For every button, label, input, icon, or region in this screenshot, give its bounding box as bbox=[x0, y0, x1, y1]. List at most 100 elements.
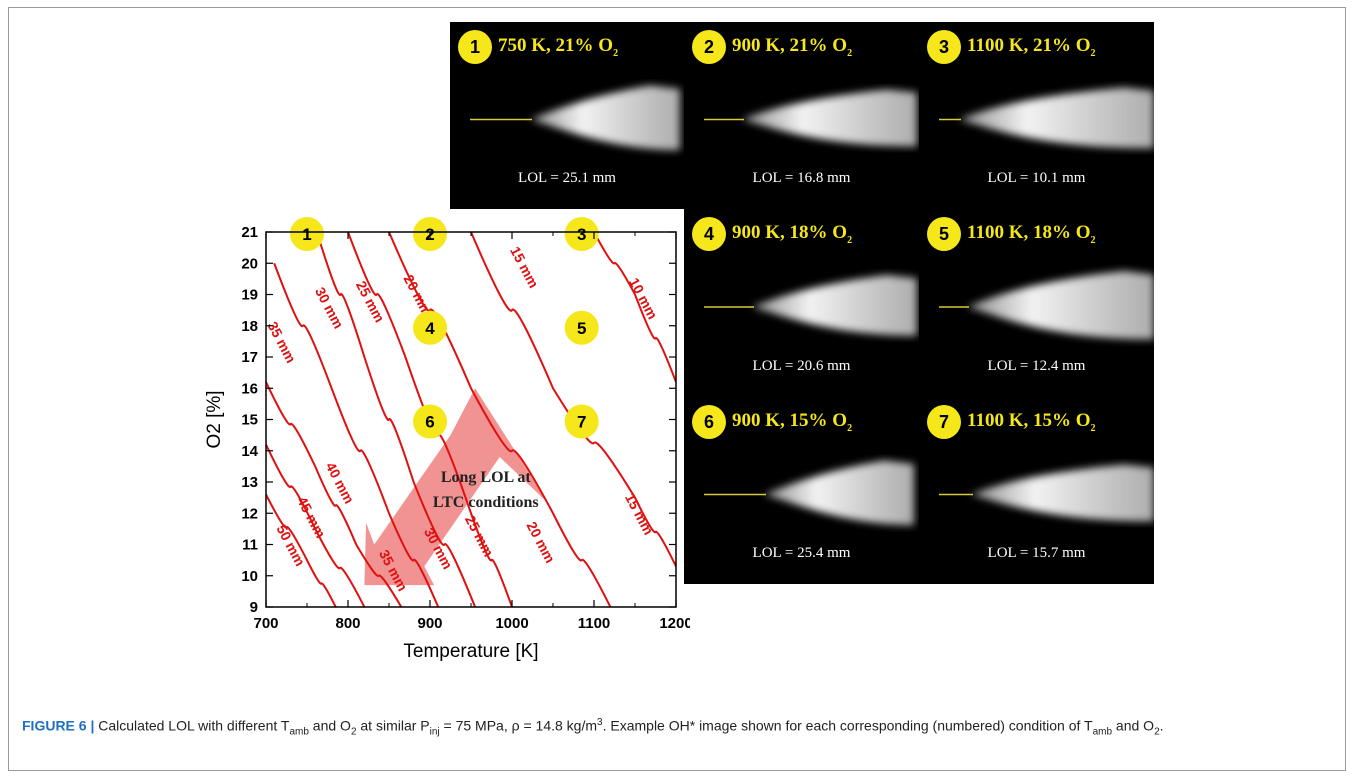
x-tick-label: 1000 bbox=[495, 615, 528, 632]
y-tick-label: 9 bbox=[250, 599, 258, 616]
y-tick-label: 10 bbox=[241, 568, 258, 585]
lol-value: LOL = 10.1 mm bbox=[987, 170, 1086, 186]
contour-10-mm bbox=[593, 232, 676, 383]
contour-45-mm bbox=[266, 444, 366, 607]
y-tick-label: 16 bbox=[241, 380, 258, 397]
condition-text: 900 K, 18% O2 bbox=[732, 222, 853, 246]
svg-text:4: 4 bbox=[425, 319, 435, 338]
flame-plume bbox=[530, 85, 680, 151]
condition-label: 5 1100 K, 18% O2 bbox=[927, 217, 1096, 251]
y-tick-label: 12 bbox=[241, 505, 258, 522]
contour-label: 30 mm bbox=[312, 284, 347, 331]
lol-value: LOL = 15.7 mm bbox=[987, 545, 1086, 561]
flame-plume bbox=[959, 87, 1154, 149]
y-tick-label: 19 bbox=[241, 287, 258, 304]
contour-label: 40 mm bbox=[323, 459, 358, 506]
flame-image bbox=[939, 464, 1154, 522]
contour-label: 50 mm bbox=[273, 522, 308, 569]
annotation-line-1: Long LOL at bbox=[441, 469, 531, 486]
lol-value: LOL = 16.8 mm bbox=[752, 170, 851, 186]
flame-panel-2: 2 900 K, 21% O2 LOL = 16.8 mm bbox=[684, 22, 919, 209]
y-tick-label: 18 bbox=[241, 318, 258, 335]
contour-label: 15 mm bbox=[507, 244, 542, 291]
x-tick-label: 1100 bbox=[578, 615, 611, 632]
condition-text: 1100 K, 21% O2 bbox=[967, 35, 1096, 59]
contour-30-mm bbox=[315, 232, 477, 607]
condition-label: 2 900 K, 21% O2 bbox=[692, 30, 852, 64]
contour-label: 25 mm bbox=[462, 513, 497, 560]
ltc-arrow bbox=[364, 388, 549, 586]
condition-number-badge: 6 bbox=[692, 405, 726, 439]
y-tick-label: 17 bbox=[241, 349, 258, 366]
condition-marker-3: 3 bbox=[564, 217, 599, 251]
y-tick-label: 11 bbox=[242, 537, 258, 554]
flame-panel-4: 4 900 K, 18% O2 LOL = 20.6 mm bbox=[684, 209, 919, 397]
y-tick-label: 13 bbox=[241, 474, 258, 491]
condition-text: 750 K, 21% O2 bbox=[498, 35, 619, 59]
condition-number-badge: 5 bbox=[927, 217, 961, 251]
condition-marker-4: 4 bbox=[413, 310, 447, 345]
contour-20-mm bbox=[388, 232, 612, 607]
contour-label: 20 mm bbox=[524, 519, 559, 566]
flame-panel-7: 7 1100 K, 15% O2 LOL = 15.7 mm bbox=[919, 397, 1154, 584]
condition-label: 6 900 K, 15% O2 bbox=[692, 405, 852, 439]
flame-panel-6: 6 900 K, 15% O2 LOL = 25.4 mm bbox=[684, 397, 919, 584]
contour-35-mm bbox=[273, 262, 440, 607]
flame-plume bbox=[971, 464, 1154, 522]
svg-text:3: 3 bbox=[577, 225, 586, 244]
contour-40-mm bbox=[266, 381, 403, 607]
flame-panel-3: 3 1100 K, 21% O2 LOL = 10.1 mm bbox=[919, 22, 1154, 209]
condition-text: 900 K, 21% O2 bbox=[732, 35, 853, 59]
y-tick-label: 20 bbox=[241, 255, 258, 272]
y-tick-label: 21 bbox=[241, 224, 258, 241]
condition-marker-5: 5 bbox=[564, 310, 599, 345]
contour-label: 45 mm bbox=[294, 494, 329, 541]
condition-text: 1100 K, 18% O2 bbox=[967, 222, 1096, 246]
flame-panel-5: 5 1100 K, 18% O2 LOL = 12.4 mm bbox=[919, 209, 1154, 397]
flame-image bbox=[704, 460, 914, 526]
flame-plume bbox=[764, 460, 914, 526]
condition-label: 1 750 K, 21% O2 bbox=[458, 30, 618, 64]
svg-text:5: 5 bbox=[577, 319, 586, 338]
condition-number-badge: 3 bbox=[927, 30, 961, 64]
x-tick-label: 900 bbox=[417, 615, 442, 632]
condition-number-badge: 4 bbox=[692, 217, 726, 251]
condition-text: 1100 K, 15% O2 bbox=[967, 410, 1096, 434]
contour-50-mm bbox=[266, 494, 337, 607]
x-tick-label: 800 bbox=[335, 615, 360, 632]
x-tick-label: 700 bbox=[253, 615, 278, 632]
x-tick-label: 1200 bbox=[659, 615, 690, 632]
lol-value: LOL = 20.6 mm bbox=[752, 358, 851, 374]
condition-label: 7 1100 K, 15% O2 bbox=[927, 405, 1096, 439]
figure-caption: FIGURE 6 | Calculated LOL with different… bbox=[22, 717, 1164, 738]
condition-number-badge: 2 bbox=[692, 30, 726, 64]
lol-value: LOL = 25.1 mm bbox=[518, 170, 616, 186]
flame-image bbox=[704, 89, 917, 147]
annotation-line-2: LTC conditions bbox=[433, 494, 539, 511]
condition-label: 3 1100 K, 21% O2 bbox=[927, 30, 1096, 64]
y-tick-label: 15 bbox=[241, 412, 258, 429]
y-axis-label: O2 [%] bbox=[204, 390, 225, 448]
flame-plume bbox=[742, 89, 917, 147]
condition-number-badge: 7 bbox=[927, 405, 961, 439]
condition-marker-7: 7 bbox=[564, 404, 599, 439]
figure-frame bbox=[8, 7, 1346, 771]
condition-label: 4 900 K, 18% O2 bbox=[692, 217, 852, 251]
flame-image bbox=[939, 271, 1154, 340]
condition-text: 900 K, 15% O2 bbox=[732, 410, 853, 434]
x-axis-label: Temperature [K] bbox=[403, 641, 538, 662]
lol-value: LOL = 12.4 mm bbox=[987, 358, 1086, 374]
flame-image bbox=[939, 87, 1154, 149]
flame-image bbox=[470, 85, 680, 151]
contour-label: 15 mm bbox=[622, 491, 657, 538]
flame-panel-1: 1 750 K, 21% O2 LOL = 25.1 mm bbox=[450, 22, 684, 209]
svg-text:6: 6 bbox=[425, 413, 434, 432]
contour-15-mm bbox=[470, 232, 676, 567]
lol-value: LOL = 25.4 mm bbox=[752, 545, 851, 561]
flame-image bbox=[704, 275, 917, 336]
contour-label: 10 mm bbox=[626, 275, 661, 322]
figure-number: FIGURE 6 | bbox=[22, 717, 95, 734]
condition-marker-6: 6 bbox=[413, 404, 447, 439]
svg-text:7: 7 bbox=[577, 413, 586, 432]
